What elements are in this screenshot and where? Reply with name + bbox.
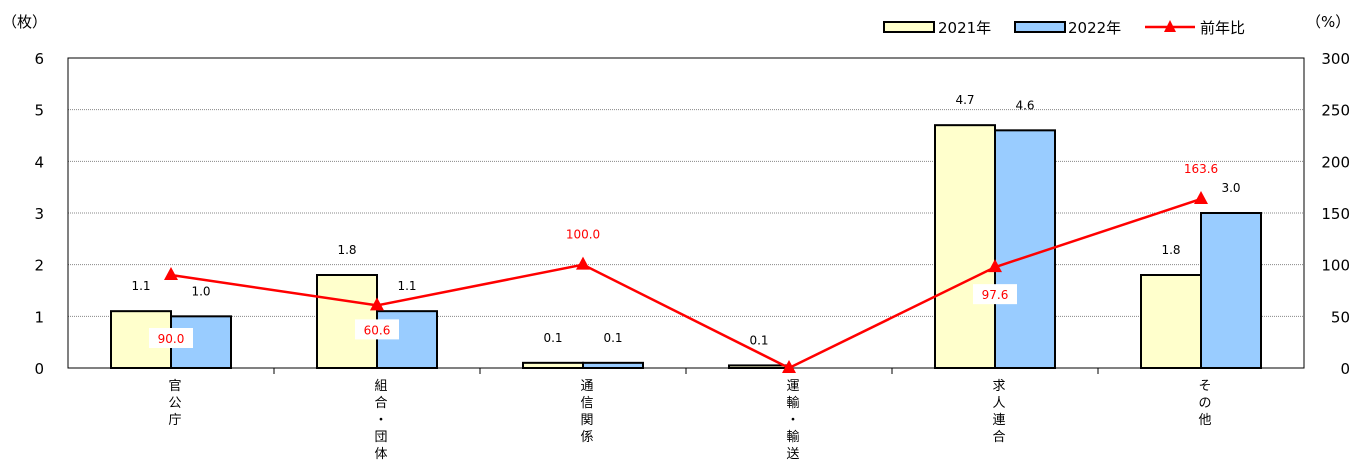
bars (110, 124, 1262, 370)
x-category-label: 公 (168, 396, 181, 411)
bar-value-label: 4.7 (955, 93, 974, 107)
ratio-line-path (170, 197, 1202, 370)
legend-label-ratio: 前年比 (1200, 19, 1245, 37)
x-category-label: 人 (992, 396, 1005, 411)
ratio-point-marker (370, 297, 384, 311)
bar-value-label: 1.0 (191, 284, 210, 298)
y-left-tick-label: 4 (34, 153, 44, 171)
y-left-tick-label: 6 (34, 50, 44, 68)
x-category-label: 関 (580, 413, 593, 428)
ratio-value-label: 60.6 (364, 323, 391, 337)
bar-value-label: 0.1 (749, 333, 768, 347)
ratio-value-label: 163.6 (1184, 162, 1218, 176)
ratio-label-box (149, 328, 193, 348)
x-category-label: 運 (786, 379, 799, 394)
bar-2021 (522, 361, 584, 370)
x-category-label: 組 (374, 379, 387, 394)
y-right-tick-label: 150 (1321, 205, 1350, 223)
bar-value-label: 1.8 (1161, 243, 1180, 257)
x-category-label: 通 (580, 379, 593, 394)
grid-lines (68, 57, 1304, 317)
x-category-label: 送 (786, 447, 799, 462)
x-category-label: 連 (992, 413, 1005, 428)
bar-value-label: 3.0 (1221, 181, 1240, 195)
y-left-axis-label: （枚） (2, 13, 47, 31)
ratio-point-marker (988, 259, 1002, 273)
axes (67, 57, 1305, 374)
x-category-label: 体 (374, 447, 387, 462)
y-right-tick-label: 300 (1321, 50, 1350, 68)
y-right-tick-label: 50 (1331, 308, 1350, 326)
data-labels: 1.1 1.8 0.1 0.1 4.7 1.8 1.0 1.1 0.1 4.6 3.0 90.0 60.… (131, 93, 1241, 348)
y-left-tick-label: 1 (34, 308, 44, 326)
ratio-value-label: 97.6 (982, 288, 1009, 302)
tick-labels: 0123456050100150200250300官公庁組合・団体通信関係運輸・… (34, 50, 1350, 462)
legend-label-2022: 2022年 (1068, 19, 1121, 37)
bar-2022 (582, 361, 644, 370)
x-category-label: そ (1198, 379, 1211, 394)
y-right-tick-label: 200 (1321, 153, 1350, 171)
y-left-tick-label: 3 (34, 205, 44, 223)
x-category-label: 他 (1198, 413, 1211, 428)
x-category-label: 官 (168, 378, 181, 394)
y-right-axis-label: （%） (1306, 13, 1350, 31)
bar-2021 (1140, 274, 1202, 369)
x-category-label: 庁 (168, 413, 181, 428)
x-category-label: 団 (374, 430, 387, 445)
x-category-label: の (1198, 396, 1211, 411)
x-category-label: 係 (580, 430, 593, 445)
ratio-label-box (355, 319, 399, 340)
legend-swatch-2021 (883, 21, 935, 33)
y-right-tick-label: 0 (1340, 360, 1350, 378)
legend-label-2021: 2021年 (938, 19, 991, 37)
y-right-tick-label: 250 (1321, 102, 1350, 120)
legend-swatch-2022 (1014, 21, 1066, 33)
bar-value-label: 1.8 (337, 243, 356, 257)
x-category-label: 輸 (786, 396, 799, 411)
ratio-line (164, 190, 1208, 373)
ratio-value-label: 100.0 (566, 228, 600, 242)
y-left-tick-label: 5 (34, 102, 44, 120)
bar-2022 (1200, 212, 1262, 369)
x-category-label: 求 (992, 379, 1005, 394)
bar-value-label: 4.6 (1015, 98, 1034, 112)
x-category-label: 信 (580, 396, 593, 411)
x-category-label: 合 (374, 396, 387, 411)
ratio-point-marker (1194, 190, 1208, 204)
ratio-value-label: 90.0 (158, 332, 185, 346)
x-category-label: 合 (992, 430, 1005, 445)
bar-value-label: 0.1 (603, 331, 622, 345)
y-left-tick-label: 2 (34, 257, 44, 275)
ratio-point-marker (164, 267, 178, 280)
ratio-label-box (973, 284, 1017, 305)
x-category-label: ・ (374, 413, 387, 428)
y-left-tick-label: 0 (34, 360, 44, 378)
legend: 2021年 2022年 前年比 (883, 19, 1245, 37)
ratio-point-marker (782, 360, 796, 373)
bar-value-label: 1.1 (397, 279, 416, 293)
bar-value-label: 1.1 (131, 279, 150, 293)
x-category-label: ・ (786, 413, 799, 428)
bar-2021 (934, 124, 996, 369)
legend-marker-ratio (1164, 20, 1176, 32)
y-right-tick-label: 100 (1321, 257, 1350, 275)
ratio-point-marker (576, 256, 590, 270)
bar-2022 (994, 129, 1056, 369)
x-category-label: 輸 (786, 430, 799, 445)
bar-value-label: 0.1 (543, 331, 562, 345)
